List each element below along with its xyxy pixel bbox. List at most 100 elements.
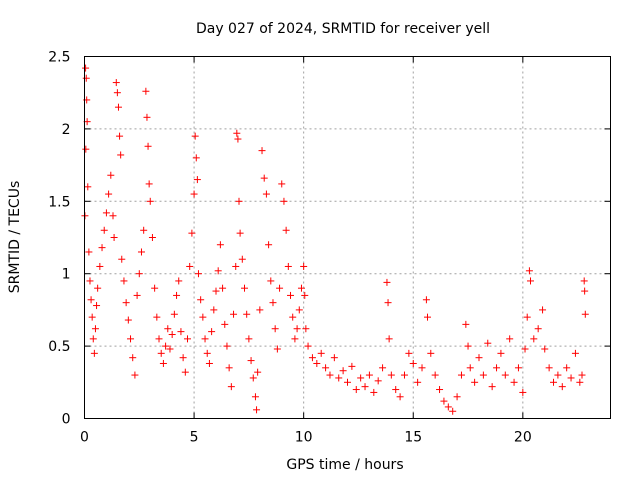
data-point xyxy=(385,335,393,343)
data-point xyxy=(131,371,139,379)
data-point xyxy=(326,371,334,379)
data-point xyxy=(170,310,178,318)
data-point xyxy=(545,364,553,372)
data-points xyxy=(81,64,589,415)
data-point xyxy=(414,378,422,386)
chart-title: Day 027 of 2024, SRMTID for receiver yel… xyxy=(196,21,490,37)
x-tick-label: 5 xyxy=(190,430,199,446)
data-point xyxy=(262,190,270,198)
data-point xyxy=(93,302,101,310)
data-point xyxy=(157,349,165,357)
data-point xyxy=(506,335,514,343)
y-tick-label: 0.5 xyxy=(48,339,70,355)
data-point xyxy=(580,277,588,285)
data-point xyxy=(282,226,290,234)
data-point xyxy=(219,284,227,292)
data-point xyxy=(109,212,117,220)
data-point xyxy=(291,335,299,343)
data-point xyxy=(554,371,562,379)
data-point xyxy=(184,335,192,343)
data-point xyxy=(405,349,413,357)
data-point xyxy=(525,267,533,275)
data-point xyxy=(488,383,496,391)
data-point xyxy=(256,306,264,314)
data-point xyxy=(379,364,387,372)
data-point xyxy=(82,64,90,72)
data-point xyxy=(466,364,474,372)
data-point xyxy=(304,342,312,350)
data-point xyxy=(85,248,93,256)
data-point xyxy=(212,287,220,295)
data-point xyxy=(339,367,347,375)
data-point xyxy=(197,296,205,304)
data-point xyxy=(444,403,452,411)
data-point xyxy=(289,313,297,321)
data-point xyxy=(159,359,167,367)
data-point xyxy=(361,383,369,391)
data-point xyxy=(301,291,309,299)
data-point xyxy=(166,345,174,353)
data-point xyxy=(146,197,154,205)
data-point xyxy=(210,306,218,314)
data-point xyxy=(431,371,439,379)
data-point xyxy=(269,299,277,307)
data-point xyxy=(295,306,303,314)
data-point xyxy=(151,284,159,292)
data-point xyxy=(278,180,286,188)
data-point xyxy=(86,277,94,285)
data-point xyxy=(293,325,301,333)
data-point xyxy=(179,354,187,362)
data-point xyxy=(550,378,558,386)
data-point xyxy=(162,342,170,350)
data-point xyxy=(110,234,118,241)
data-point xyxy=(475,354,483,362)
data-point xyxy=(453,393,461,401)
data-point xyxy=(148,234,156,241)
data-point xyxy=(396,393,404,401)
data-point xyxy=(240,284,248,292)
data-point xyxy=(117,151,125,159)
data-point xyxy=(457,371,465,379)
data-point xyxy=(251,393,259,401)
data-point xyxy=(245,335,253,343)
data-point xyxy=(175,277,183,285)
data-point xyxy=(484,339,492,347)
data-point xyxy=(273,345,281,353)
data-point xyxy=(576,378,584,386)
data-point xyxy=(177,328,185,336)
data-point xyxy=(221,320,229,328)
data-point xyxy=(153,313,161,321)
data-point xyxy=(191,132,199,140)
data-point xyxy=(90,349,98,357)
data-point xyxy=(523,313,531,321)
data-point xyxy=(267,277,275,285)
data-point xyxy=(530,335,538,343)
y-tick-label: 1 xyxy=(62,267,71,283)
gridlines xyxy=(84,56,611,419)
data-point xyxy=(462,320,470,328)
data-point xyxy=(84,183,92,191)
y-tick-label: 1.5 xyxy=(48,194,70,210)
x-axis-label: GPS time / hours xyxy=(286,457,403,473)
data-point xyxy=(352,386,360,394)
data-point xyxy=(94,284,102,292)
data-point xyxy=(348,362,356,370)
data-point xyxy=(107,171,115,179)
data-point xyxy=(102,209,110,217)
data-point xyxy=(127,335,135,343)
data-point xyxy=(497,349,505,357)
data-point xyxy=(422,296,430,304)
data-point xyxy=(137,248,145,256)
data-point xyxy=(521,345,529,353)
data-point xyxy=(578,371,586,379)
data-point xyxy=(300,262,308,270)
data-point xyxy=(120,277,128,285)
data-point xyxy=(96,262,104,270)
data-point xyxy=(383,278,391,286)
data-point xyxy=(302,325,310,333)
data-point xyxy=(534,325,542,333)
data-point xyxy=(384,299,392,307)
x-tick-label: 10 xyxy=(295,430,313,446)
data-point xyxy=(297,284,305,292)
data-point xyxy=(105,190,113,198)
